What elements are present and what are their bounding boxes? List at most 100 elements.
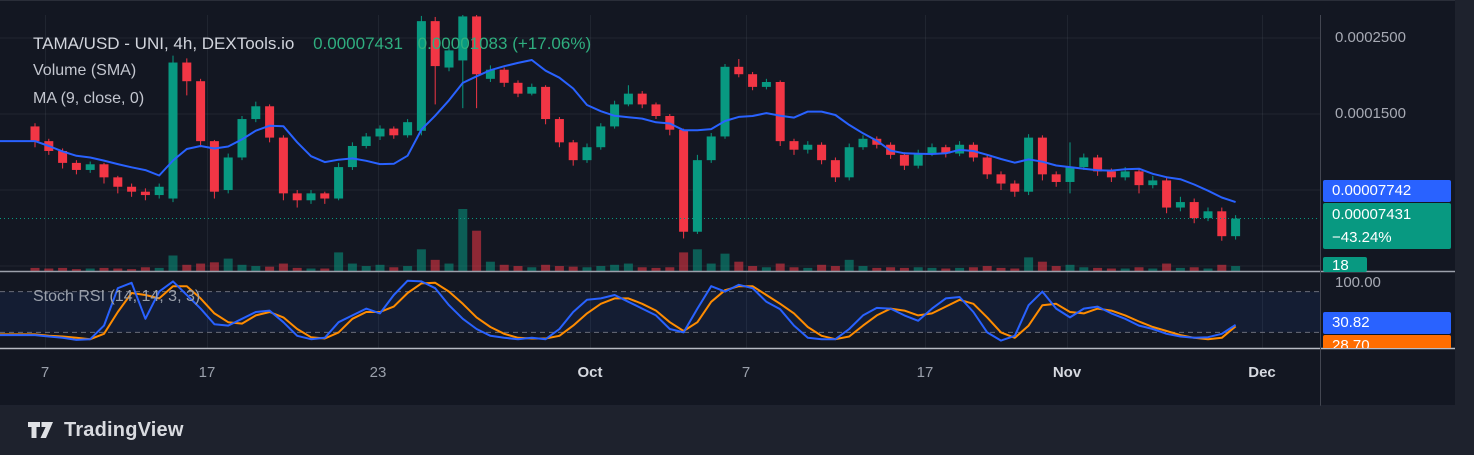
volume-bar [927,267,937,271]
time-axis-label[interactable]: 7 [741,364,751,381]
volume-bar [306,268,316,271]
volume-bar [554,266,564,271]
volume-bar [1203,268,1213,271]
volume-bar [955,267,965,271]
volume-bar [968,267,978,271]
volume-bar [1093,267,1103,271]
candle-body [444,50,454,68]
candle-body [513,82,523,94]
volume-bar [320,268,330,271]
ma-value-badge: 0.00007742 [1323,180,1451,202]
volume-bar [872,267,882,271]
candle-body [568,142,578,161]
volume-bar [899,267,909,271]
candle-body [416,21,426,131]
time-axis-label[interactable]: 17 [198,364,216,381]
tradingview-logo-link[interactable]: TradingView [27,418,184,442]
volume-bar [941,268,951,271]
footer-bar: TradingView [0,407,1474,455]
volume-bar [789,267,799,271]
volume-bar [251,266,261,271]
volume-bar [913,267,923,271]
stoch-k-badge: 30.82 [1323,312,1451,334]
stoch-d-badge: 28.70 [1323,335,1451,348]
tradingview-logo-icon [28,422,53,438]
volume-bar [610,264,620,271]
candle-body [596,126,606,148]
volume-bar [58,267,68,271]
volume-bar [375,264,385,271]
volume-bar [720,253,730,271]
candle-body [196,81,206,142]
price-change-value: 0.00001083 (+17.06%) [417,34,592,53]
volume-bar [237,264,247,271]
volume-bar [389,267,399,271]
candle-body [168,62,178,199]
candle-body [265,106,275,138]
volume-bar [472,230,482,271]
last-price-badge-price: 0.00007431 [1332,206,1412,223]
candle-body [1134,171,1144,186]
indicator-volume-label[interactable]: Volume (SMA) [33,62,137,79]
last-price-value: 0.00007431 [313,34,403,53]
volume-bar [265,266,275,271]
candle-body [251,106,261,120]
volume-bar [127,269,137,271]
volume-bar [527,267,537,271]
candle-body [1231,218,1241,237]
candle-body [817,144,827,161]
stoch-rsi-label[interactable]: Stoch RSI (14, 14, 3, 3) [33,288,201,305]
candle-body [127,186,137,192]
volume-bar [1065,264,1075,271]
time-axis-label[interactable]: 17 [916,364,934,381]
volume-bar [44,268,54,271]
time-axis-label[interactable]: Nov [1052,364,1082,381]
volume-bar [113,268,123,271]
candle-body [761,82,771,87]
candle-body [1037,137,1047,175]
candle-body [692,160,702,232]
candle-body [85,164,95,170]
volume-bar [499,264,509,271]
stoch-k-line [0,279,1237,342]
candle-body [430,21,440,67]
candle-body [403,122,413,136]
volume-bar [458,209,468,271]
volume-bar [651,267,661,271]
time-axis-label[interactable]: Oct [577,364,603,381]
volume-bar [485,261,495,271]
volume-bar [706,263,716,271]
volume-bar [803,267,813,271]
volume-bar [182,264,192,271]
candle-body [223,157,233,191]
indicator-ma-label[interactable]: MA (9, close, 0) [33,90,145,107]
volume-bar [30,267,40,271]
volume-value-badge: 18 [1323,257,1367,272]
volume-bar [734,261,744,271]
symbol-title[interactable]: TAMA/USD - UNI, 4h, DEXTools.io [33,34,295,53]
candle-body [485,69,495,79]
volume-bar [568,266,578,271]
volume-bar [679,252,689,271]
candle-body [1093,157,1103,172]
candle-body [320,193,330,199]
volume-bar [1175,267,1185,271]
time-axis-label[interactable]: Dec [1248,364,1276,381]
candle-body [720,66,730,137]
candle-body [844,147,854,178]
last-price-badge: 0.00007431 −43.24% [1323,203,1451,249]
volume-bar [1217,264,1227,271]
candle-body [154,186,164,196]
ma-line [0,59,1236,204]
candle-body [209,141,219,192]
volume-bar [85,268,95,271]
time-axis-label[interactable]: 7 [40,364,50,381]
candle-body [554,119,564,143]
candle-body [71,162,81,170]
volume-bar [444,263,454,271]
candle-body [458,16,468,61]
candle-body [582,147,592,161]
price-chart-canvas[interactable] [0,1,1455,407]
volume-bar [99,267,109,271]
time-axis-label[interactable]: 23 [369,364,387,381]
